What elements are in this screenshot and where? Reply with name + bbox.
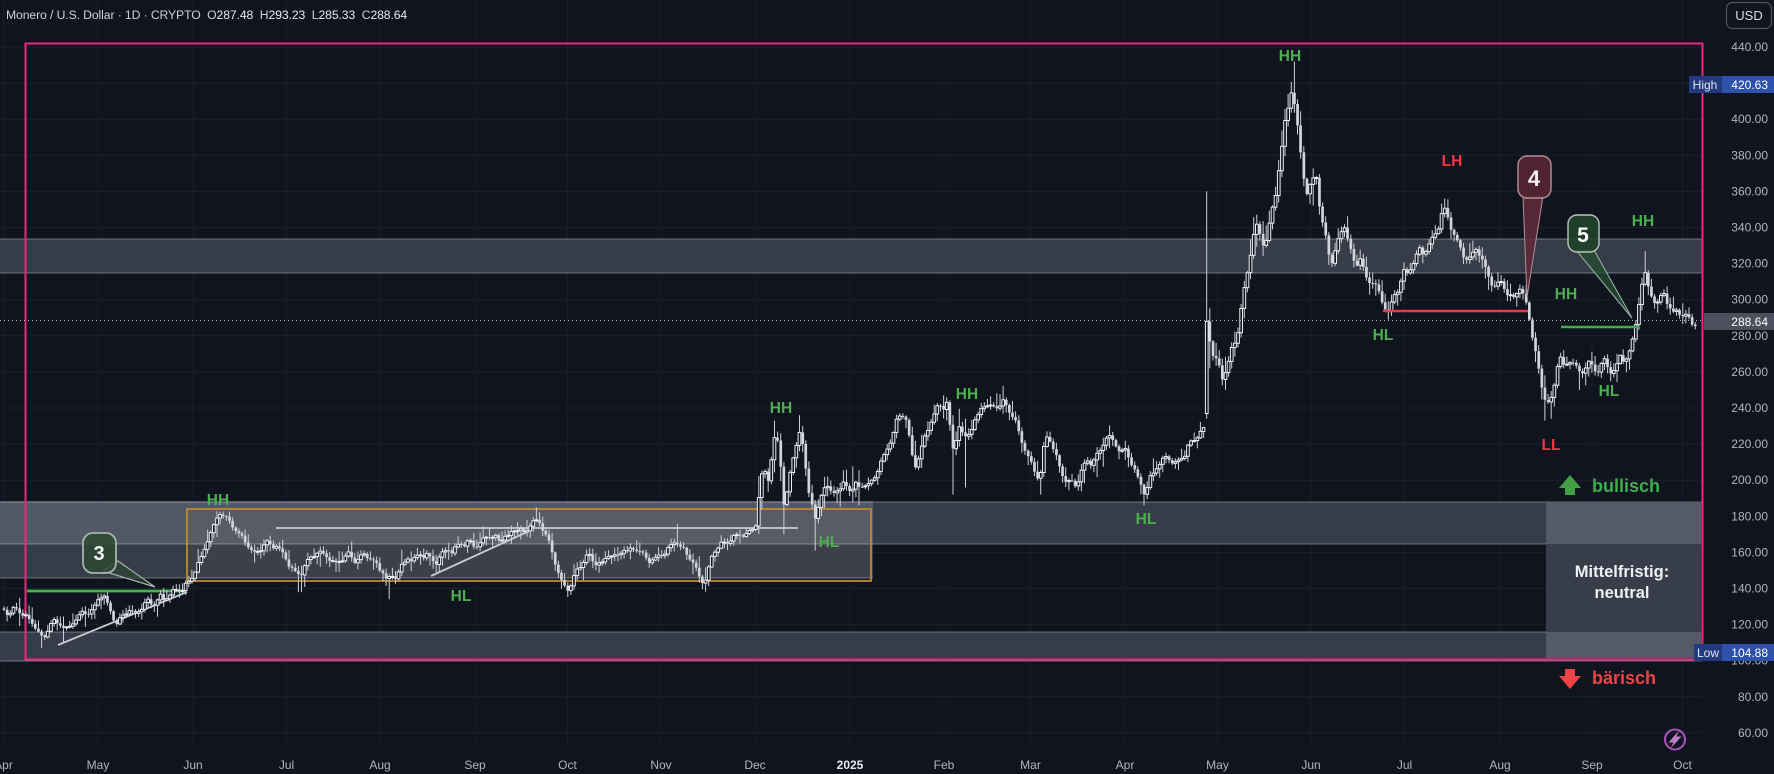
svg-text:Oct: Oct	[558, 758, 577, 772]
svg-text:80.00: 80.00	[1738, 690, 1768, 704]
svg-text:Jul: Jul	[1397, 758, 1412, 772]
svg-text:Sep: Sep	[464, 758, 486, 772]
svg-text:Oct: Oct	[1673, 758, 1692, 772]
svg-text:May: May	[1206, 758, 1229, 772]
svg-text:420.63: 420.63	[1731, 78, 1768, 92]
svg-text:400.00: 400.00	[1731, 112, 1768, 126]
svg-text:5: 5	[1577, 224, 1589, 247]
svg-text:288.64: 288.64	[1731, 315, 1768, 329]
svg-text:HH: HH	[207, 492, 229, 509]
svg-text:HH: HH	[1632, 213, 1654, 230]
svg-text:LH: LH	[1442, 153, 1463, 170]
svg-text:Monero / U.S. Dollar · 1D · CR: Monero / U.S. Dollar · 1D · CRYPTO O287.…	[6, 8, 407, 22]
svg-text:Mittelfristig:: Mittelfristig:	[1575, 563, 1669, 581]
svg-text:HH: HH	[770, 400, 792, 417]
svg-text:HL: HL	[1599, 383, 1620, 400]
svg-text:160.00: 160.00	[1731, 545, 1768, 559]
svg-text:Jun: Jun	[1301, 758, 1320, 772]
svg-text:HL: HL	[1136, 511, 1157, 528]
svg-text:HL: HL	[451, 588, 472, 605]
svg-text:Jun: Jun	[183, 758, 202, 772]
svg-text:May: May	[87, 758, 110, 772]
svg-text:Nov: Nov	[650, 758, 671, 772]
svg-text:High: High	[1693, 78, 1718, 92]
svg-text:Jul: Jul	[279, 758, 294, 772]
svg-text:380.00: 380.00	[1731, 148, 1768, 162]
svg-text:340.00: 340.00	[1731, 221, 1768, 235]
svg-text:220.00: 220.00	[1731, 437, 1768, 451]
svg-text:Sep: Sep	[1581, 758, 1603, 772]
svg-text:bärisch: bärisch	[1592, 668, 1656, 688]
svg-text:Dec: Dec	[744, 758, 765, 772]
svg-text:Low: Low	[1697, 646, 1719, 660]
svg-text:HH: HH	[956, 386, 978, 403]
svg-text:300.00: 300.00	[1731, 293, 1768, 307]
svg-text:260.00: 260.00	[1731, 365, 1768, 379]
svg-text:2025: 2025	[837, 758, 864, 772]
svg-text:HH: HH	[1279, 48, 1301, 65]
svg-text:Mar: Mar	[1020, 758, 1041, 772]
svg-text:Apr: Apr	[1116, 758, 1135, 772]
svg-text:200.00: 200.00	[1731, 473, 1768, 487]
svg-text:360.00: 360.00	[1731, 184, 1768, 198]
svg-text:LL: LL	[1542, 437, 1561, 454]
svg-text:HL: HL	[1373, 327, 1394, 344]
svg-text:Apr: Apr	[0, 758, 13, 772]
svg-text:280.00: 280.00	[1731, 329, 1768, 343]
svg-text:4: 4	[1528, 166, 1541, 191]
svg-text:60.00: 60.00	[1738, 726, 1768, 740]
svg-text:Aug: Aug	[369, 758, 390, 772]
svg-text:3: 3	[93, 543, 104, 565]
svg-text:HL: HL	[819, 534, 840, 551]
svg-text:HH: HH	[1555, 286, 1577, 303]
svg-text:USD: USD	[1735, 8, 1762, 23]
svg-text:320.00: 320.00	[1731, 257, 1768, 271]
svg-text:neutral: neutral	[1594, 584, 1649, 602]
svg-text:140.00: 140.00	[1731, 582, 1768, 596]
svg-text:180.00: 180.00	[1731, 509, 1768, 523]
svg-text:104.88: 104.88	[1731, 646, 1768, 660]
svg-text:Feb: Feb	[934, 758, 955, 772]
svg-text:Aug: Aug	[1489, 758, 1510, 772]
svg-text:240.00: 240.00	[1731, 401, 1768, 415]
svg-text:120.00: 120.00	[1731, 618, 1768, 632]
svg-text:bullisch: bullisch	[1592, 476, 1660, 496]
svg-text:440.00: 440.00	[1731, 40, 1768, 54]
